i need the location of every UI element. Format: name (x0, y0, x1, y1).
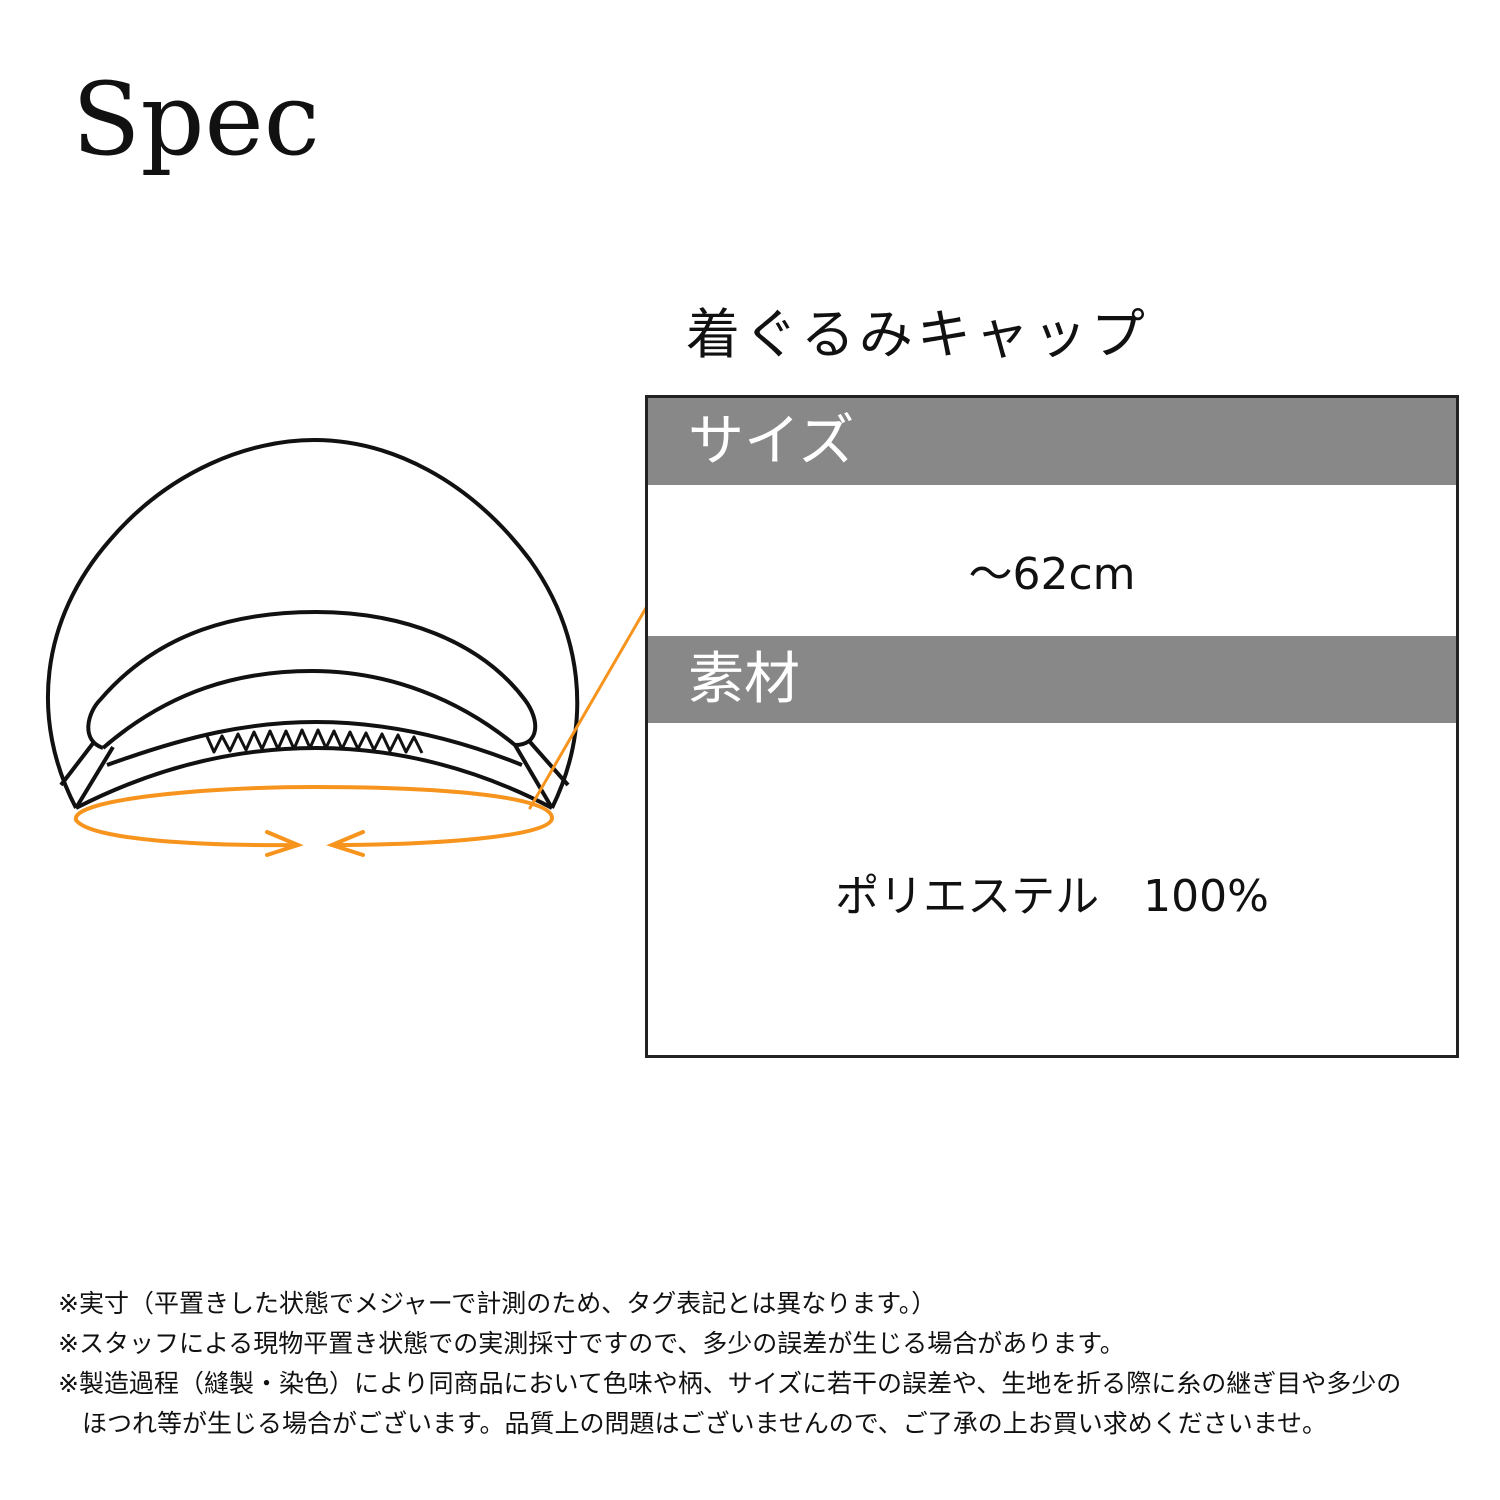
notes: ※実寸（平置きした状態でメジャーで計測のため、タグ表記とは異なります。） ※スタ… (58, 1284, 1401, 1444)
arrow-right-icon (265, 830, 304, 857)
cap-band-lower (75, 746, 553, 810)
circumference-ellipse (73, 784, 555, 848)
note-line: ※実寸（平置きした状態でメジャーで計測のため、タグ表記とは異なります。） (58, 1289, 937, 1318)
note-line: ※製造過程（縫製・染色）により同商品において色味や柄、サイズに若干の誤差や、生地… (58, 1369, 1402, 1398)
cap-brim-top (86, 610, 538, 750)
measure-indicator (73, 568, 670, 857)
cap-strap-left (59, 740, 115, 810)
material-value: ポリエステル 100% (835, 871, 1269, 922)
spec-table: サイズ ～62cm 素材 ポリエステル 100% (645, 395, 1459, 1058)
size-header: サイズ (648, 398, 1456, 485)
cap-zigzag (204, 728, 424, 754)
material-header: 素材 (648, 636, 1456, 723)
arrow-left-icon (326, 830, 365, 857)
cap-band-upper (106, 720, 523, 767)
cap-brim-inner (101, 669, 517, 750)
cap-strap-right (513, 740, 570, 810)
product-name: 着ぐるみキャップ (686, 303, 1149, 366)
page-title: Spec (72, 61, 320, 178)
size-value: ～62cm (968, 549, 1136, 600)
cap-illustration (45, 438, 670, 857)
cap-outline (45, 438, 580, 809)
note-line: ほつれ等が生じる場合がございます。品質上の問題はございませんので、ご了承の上お買… (82, 1409, 1328, 1438)
note-line: ※スタッフによる現物平置き状態での実測採寸ですので、多少の誤差が生じる場合があり… (58, 1329, 1125, 1358)
